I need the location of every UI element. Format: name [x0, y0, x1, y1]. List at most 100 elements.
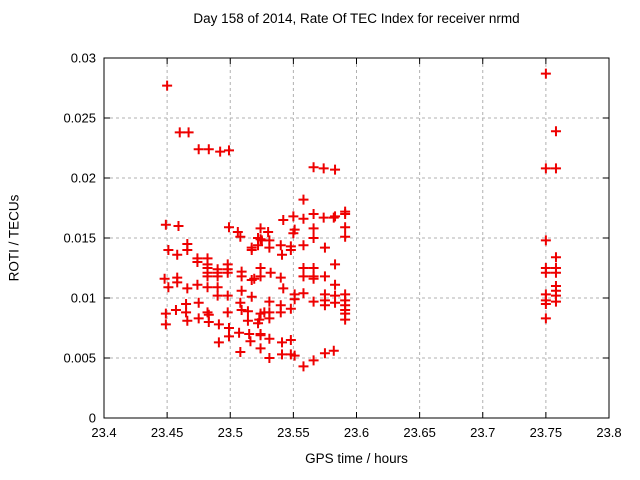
- data-point-marker: [275, 307, 286, 318]
- data-point-marker: [540, 68, 551, 79]
- x-tick-label: 23.7: [470, 425, 495, 440]
- data-point-marker: [264, 333, 275, 344]
- data-point-marker: [308, 296, 319, 307]
- data-point-marker: [223, 323, 234, 333]
- x-tick-label: 23.8: [596, 425, 621, 440]
- x-tick-label: 23.6: [344, 425, 369, 440]
- data-point-marker: [550, 252, 561, 263]
- data-point-marker: [203, 317, 214, 327]
- data-point-marker: [330, 259, 341, 270]
- data-point-marker: [319, 271, 330, 282]
- data-point-marker: [236, 305, 247, 315]
- y-tick-label: 0: [89, 411, 96, 426]
- data-point-marker: [328, 345, 339, 356]
- data-point-marker: [182, 283, 193, 294]
- data-point-marker: [212, 290, 223, 301]
- data-point-marker: [223, 222, 234, 233]
- data-point-marker: [163, 245, 174, 255]
- x-tick-label: 23.75: [530, 425, 563, 440]
- data-point-marker: [340, 314, 351, 325]
- data-point-marker: [275, 272, 286, 283]
- data-point-marker: [202, 271, 213, 282]
- data-point-marker: [550, 163, 561, 174]
- data-point-marker: [277, 349, 288, 360]
- data-point-marker: [550, 296, 561, 307]
- data-point-marker: [255, 223, 266, 234]
- data-point-marker: [242, 306, 253, 317]
- data-point-marker: [308, 273, 319, 284]
- data-point-marker: [163, 282, 174, 293]
- data-point-marker: [298, 213, 309, 224]
- data-point-marker: [181, 299, 192, 309]
- data-point-marker: [236, 271, 247, 282]
- data-point-marker: [319, 348, 330, 359]
- x-tick-label: 23.55: [277, 425, 310, 440]
- data-point-marker: [193, 144, 204, 155]
- data-point-marker: [285, 245, 296, 255]
- data-point-marker: [330, 279, 341, 290]
- data-point-marker: [193, 313, 204, 324]
- data-point-marker: [328, 212, 339, 223]
- data-point-marker: [265, 267, 276, 278]
- data-point-marker: [213, 337, 224, 348]
- x-tick-label: 23.45: [151, 425, 184, 440]
- data-point-marker: [172, 277, 183, 288]
- data-point-marker: [183, 127, 194, 138]
- data-point-marker: [298, 271, 309, 282]
- data-point-marker: [264, 296, 275, 307]
- data-point-marker: [202, 307, 213, 318]
- y-tick-label: 0.015: [63, 231, 96, 246]
- data-point-marker: [289, 224, 300, 235]
- data-point-marker: [245, 336, 256, 347]
- x-tick-label: 23.4: [91, 425, 116, 440]
- data-point-marker: [298, 288, 309, 299]
- data-point-marker: [308, 233, 319, 243]
- x-tick-label: 23.5: [218, 425, 243, 440]
- data-point-marker: [215, 146, 226, 157]
- data-point-marker: [235, 231, 246, 242]
- y-tick-label: 0.025: [63, 111, 96, 126]
- data-point-marker: [278, 215, 289, 225]
- data-point-marker: [264, 353, 275, 363]
- data-point-marker: [212, 282, 223, 293]
- data-point-marker: [308, 263, 319, 273]
- data-point-marker: [340, 222, 351, 233]
- data-point-marker: [203, 144, 214, 155]
- data-point-marker: [222, 267, 233, 278]
- data-point-marker: [255, 263, 266, 273]
- data-point-marker: [288, 211, 299, 222]
- data-point-marker: [173, 221, 184, 231]
- data-point-marker: [160, 308, 171, 319]
- data-point-marker: [235, 297, 246, 308]
- data-point-marker: [285, 335, 296, 345]
- data-point-marker: [254, 314, 265, 325]
- data-point-marker: [540, 163, 551, 174]
- y-tick-label: 0.005: [63, 351, 96, 366]
- x-axis-label: GPS time / hours: [305, 451, 408, 466]
- data-point-marker: [289, 350, 300, 361]
- data-point-marker: [160, 319, 171, 330]
- data-point-marker: [330, 211, 341, 222]
- data-point-marker: [550, 267, 561, 278]
- data-point-marker: [540, 267, 551, 278]
- data-point-marker: [160, 219, 171, 230]
- data-point-marker: [264, 242, 275, 253]
- data-point-marker: [255, 271, 266, 282]
- data-point-marker: [174, 127, 185, 138]
- data-point-marker: [244, 329, 255, 339]
- data-point-marker: [277, 337, 288, 348]
- data-point-marker: [289, 294, 300, 305]
- data-point-marker: [308, 223, 319, 234]
- data-point-marker: [540, 235, 551, 246]
- data-point-marker: [253, 240, 264, 251]
- data-point-marker: [193, 297, 204, 308]
- data-point-marker: [319, 242, 330, 253]
- data-point-marker: [181, 307, 192, 318]
- data-point-marker: [246, 291, 257, 302]
- data-point-marker: [182, 245, 193, 255]
- data-point-marker: [285, 303, 296, 314]
- data-point-marker: [540, 313, 551, 324]
- data-point-marker: [234, 327, 245, 338]
- data-point-marker: [298, 240, 309, 251]
- data-point-marker: [298, 361, 309, 372]
